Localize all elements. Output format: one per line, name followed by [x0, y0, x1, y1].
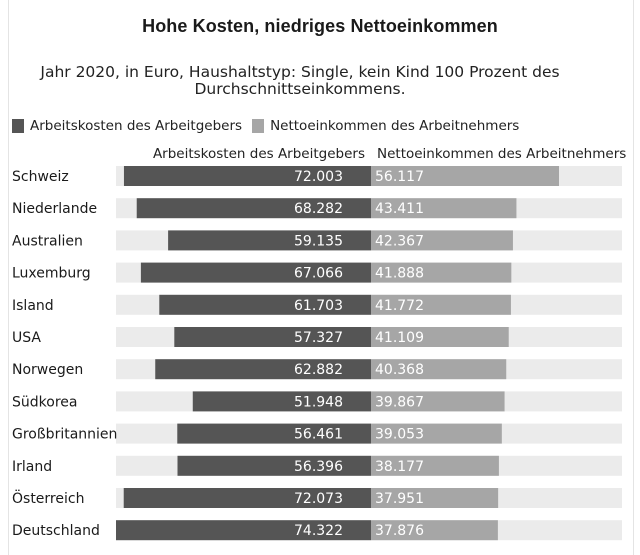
category-label: Großbritannien — [12, 427, 117, 443]
value-label-net-income: 41.109 — [375, 330, 424, 346]
value-label-net-income: 38.177 — [375, 459, 424, 475]
bar-labor-costs — [177, 455, 371, 476]
bar-labor-costs — [168, 230, 371, 251]
bar-net-income — [371, 327, 509, 347]
chart-title: Hohe Kosten, niedriges Nettoeinkommen — [142, 16, 498, 36]
value-label-net-income: 43.411 — [375, 201, 424, 217]
category-label: Irland — [12, 459, 52, 475]
chart-subtitle: Jahr 2020, in Euro, Haushaltstyp: Single… — [40, 63, 560, 98]
value-label-net-income: 39.053 — [375, 427, 424, 443]
bar-net-income — [371, 423, 502, 444]
value-label-labor-costs: 62.882 — [294, 362, 343, 378]
bar-labor-costs — [123, 166, 371, 186]
value-label-net-income: 39.867 — [375, 394, 424, 410]
chart-frame — [8, 0, 634, 555]
value-label-labor-costs: 56.461 — [294, 427, 343, 443]
category-label: Luxemburg — [12, 266, 91, 282]
category-label: Australien — [12, 233, 83, 249]
bar-net-income — [371, 262, 512, 283]
legend-item-labor-costs: Arbeitskosten des Arbeitgebers — [12, 118, 242, 134]
bar-labor-costs — [136, 198, 371, 219]
value-label-labor-costs: 56.396 — [294, 459, 343, 475]
bar-labor-costs — [155, 359, 371, 380]
category-label: Deutschland — [12, 523, 100, 539]
bar-labor-costs — [123, 488, 371, 508]
value-label-net-income: 41.888 — [375, 266, 424, 282]
value-label-labor-costs: 59.135 — [294, 233, 343, 249]
bar-net-income — [371, 230, 513, 251]
bar-net-income — [371, 198, 517, 219]
value-label-net-income: 41.772 — [375, 298, 424, 314]
value-label-labor-costs: 72.073 — [294, 491, 343, 507]
bar-net-income — [371, 294, 511, 315]
category-label: Österreich — [12, 489, 84, 507]
value-label-labor-costs: 72.003 — [294, 169, 343, 185]
bar-labor-costs — [140, 262, 371, 283]
category-label: Norwegen — [12, 362, 83, 378]
value-label-net-income: 56.117 — [375, 169, 424, 185]
category-label: Schweiz — [12, 169, 69, 185]
bar-net-income — [371, 455, 499, 476]
bar-labor-costs — [174, 327, 371, 347]
category-label: Island — [12, 298, 54, 314]
value-label-net-income: 37.951 — [375, 491, 424, 507]
category-label: Südkorea — [12, 394, 77, 410]
category-label: Niederlande — [12, 201, 97, 217]
bar-net-income — [371, 391, 505, 412]
legend-item-net-income: Nettoeinkommen des Arbeitnehmers — [252, 118, 519, 134]
value-label-labor-costs: 61.703 — [294, 298, 343, 314]
bar-labor-costs — [159, 294, 371, 315]
bar-net-income — [371, 166, 559, 186]
legend-label-labor-costs: Arbeitskosten des Arbeitgebers — [30, 118, 243, 134]
legend-swatch-dark — [12, 119, 24, 133]
value-label-labor-costs: 68.282 — [294, 201, 343, 217]
category-label: USA — [12, 330, 41, 346]
bar-net-income — [371, 520, 498, 541]
column-header-net-income: Nettoeinkommen des Arbeitnehmers — [377, 146, 627, 162]
value-label-labor-costs: 57.327 — [294, 330, 343, 346]
bar-labor-costs — [192, 391, 371, 412]
value-label-labor-costs: 67.066 — [294, 266, 343, 282]
bar-labor-costs — [177, 423, 371, 444]
column-headers: Arbeitskosten des Arbeitgebers Nettoeink… — [0, 146, 640, 164]
bar-net-income — [371, 359, 507, 380]
bar-net-income — [371, 488, 499, 508]
legend: Arbeitskosten des Arbeitgebers Nettoeink… — [12, 117, 529, 135]
value-label-labor-costs: 74.322 — [294, 523, 343, 539]
bar-labor-costs — [116, 520, 371, 541]
column-header-labor-costs: Arbeitskosten des Arbeitgebers — [152, 146, 365, 162]
value-label-labor-costs: 51.948 — [294, 394, 343, 410]
value-label-net-income: 42.367 — [375, 233, 424, 249]
value-label-net-income: 40.368 — [375, 362, 424, 378]
legend-label-net-income: Nettoeinkommen des Arbeitnehmers — [270, 118, 520, 134]
legend-swatch-light — [252, 119, 265, 133]
value-label-net-income: 37.876 — [375, 523, 424, 539]
